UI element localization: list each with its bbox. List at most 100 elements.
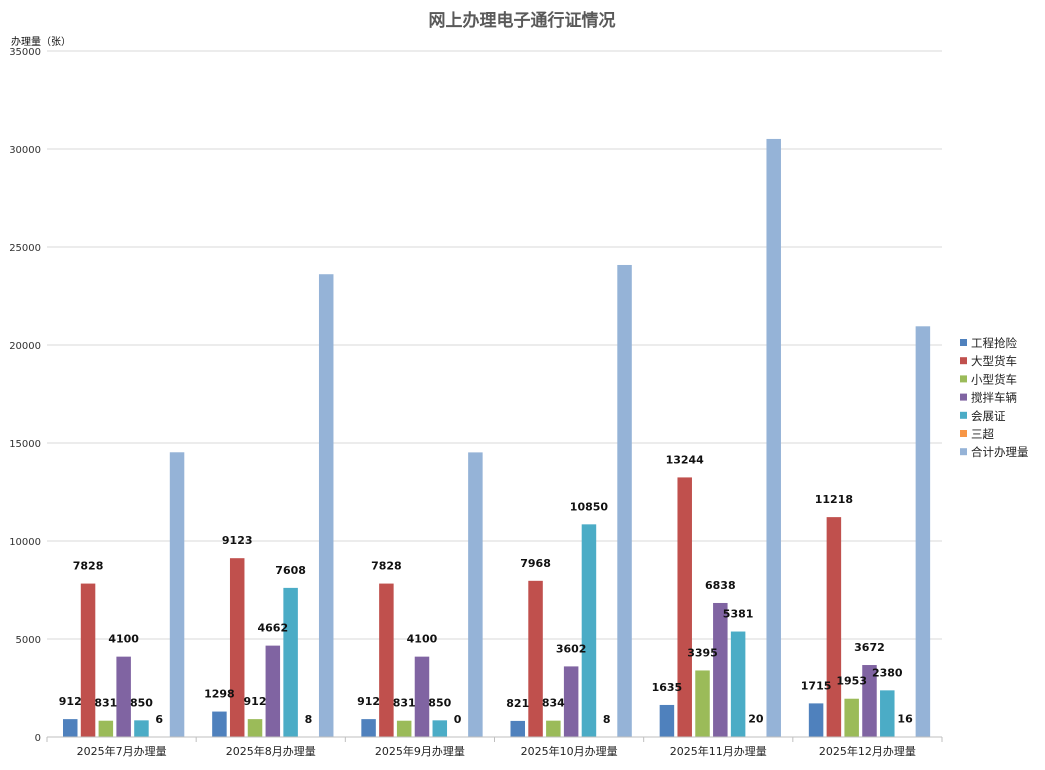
bar	[862, 665, 877, 737]
bar	[730, 631, 746, 737]
data-label: 2380	[872, 666, 903, 679]
bar	[880, 690, 895, 737]
data-label: 8	[305, 713, 313, 726]
data-label: 1715	[801, 679, 832, 692]
data-label: 1635	[652, 681, 683, 694]
data-label: 912	[357, 695, 380, 708]
data-label: 831	[393, 697, 416, 710]
data-label: 8	[603, 713, 611, 726]
legend-swatch	[960, 357, 967, 365]
data-label: 4100	[108, 633, 139, 646]
data-label: 6838	[705, 579, 736, 592]
y-tick-label: 10000	[9, 537, 41, 548]
bar	[169, 452, 185, 737]
x-tick-label: 2025年9月办理量	[375, 744, 465, 758]
bar	[826, 517, 842, 737]
bar	[229, 558, 245, 737]
bar	[677, 477, 692, 737]
bar	[915, 326, 931, 737]
legend-label: 三超	[971, 427, 994, 441]
legend-swatch	[960, 375, 967, 383]
bar	[713, 602, 728, 737]
bar	[581, 524, 597, 737]
data-label: 7968	[520, 557, 551, 570]
x-tick-label: 2025年7月办理量	[77, 744, 167, 758]
data-label: 834	[542, 697, 565, 710]
x-axis: 2025年7月办理量 2025年8月办理量 2025年9月办理量 2025年10月办理…	[46, 736, 943, 758]
bar	[617, 264, 632, 737]
data-label: 850	[130, 696, 153, 709]
bar	[808, 703, 824, 737]
bar	[844, 698, 859, 737]
bar	[265, 645, 281, 737]
gridlines	[47, 50, 942, 640]
data-label: 7608	[275, 564, 306, 577]
data-label: 0	[454, 713, 462, 726]
data-label: 850	[428, 696, 451, 709]
y-tick-label: 30000	[9, 145, 41, 156]
legend-label: 工程抢险	[971, 336, 1017, 350]
data-label: 912	[59, 695, 82, 708]
data-label: 5381	[723, 608, 754, 621]
data-label: 821	[506, 697, 529, 710]
x-tick-label: 2025年12月办理量	[819, 744, 916, 758]
y-tick-label: 15000	[9, 439, 41, 450]
y-tick-label: 25000	[9, 243, 41, 254]
bar	[563, 666, 579, 737]
bar	[659, 704, 675, 737]
data-label: 13244	[666, 453, 705, 466]
data-label: 912	[244, 695, 267, 708]
bar	[468, 452, 483, 737]
data-label: 1298	[204, 688, 235, 701]
bar	[695, 670, 710, 737]
data-label: 20	[748, 713, 764, 726]
data-label: 831	[94, 697, 117, 710]
legend-label: 小型货车	[971, 372, 1017, 386]
y-axis-label: 办理量（张）	[11, 35, 71, 48]
y-tick-label: 20000	[9, 341, 41, 352]
bar	[432, 720, 448, 737]
bar	[546, 720, 561, 737]
chart-title: 网上办理电子通行证情况	[429, 10, 616, 31]
y-tick-label: 0	[35, 733, 41, 744]
data-label: 3602	[556, 642, 587, 655]
legend-swatch	[960, 411, 967, 419]
legend-label: 会展证	[971, 409, 1006, 423]
y-axis-ticks: 0 5000 10000 15000 20000 25000 30000 35000	[9, 47, 41, 744]
bar	[396, 720, 412, 737]
bar	[361, 719, 376, 737]
data-label: 3395	[687, 646, 718, 659]
bar	[528, 580, 543, 737]
bar	[510, 720, 525, 737]
legend-swatch	[960, 339, 967, 346]
data-label: 11218	[815, 493, 853, 506]
bar	[212, 711, 227, 737]
bar	[318, 274, 334, 737]
legend-swatch	[960, 448, 967, 456]
bar	[63, 719, 78, 737]
legend-swatch	[960, 430, 967, 437]
data-label: 9123	[222, 534, 253, 547]
data-labels: 912 1298 912 821 1635 1715 7828 9123 7828 7968 132…	[59, 453, 913, 726]
data-label: 1953	[836, 675, 867, 688]
data-label: 6	[155, 713, 163, 726]
legend-label: 合计办理量	[971, 445, 1029, 459]
bar	[766, 138, 781, 738]
data-label: 4100	[407, 633, 438, 646]
x-tick-label: 2025年11月办理量	[670, 744, 767, 758]
bar	[98, 720, 114, 737]
bar	[134, 720, 149, 737]
y-tick-label: 5000	[16, 635, 41, 646]
bar	[80, 583, 96, 737]
data-label: 7828	[73, 560, 104, 573]
bars	[63, 138, 931, 738]
bar	[414, 656, 430, 737]
data-label: 16	[897, 713, 913, 726]
y-tick-label: 35000	[9, 47, 41, 58]
bar	[283, 587, 298, 737]
data-label: 3672	[854, 641, 885, 654]
bar	[379, 583, 394, 737]
legend-label: 大型货车	[971, 354, 1017, 368]
